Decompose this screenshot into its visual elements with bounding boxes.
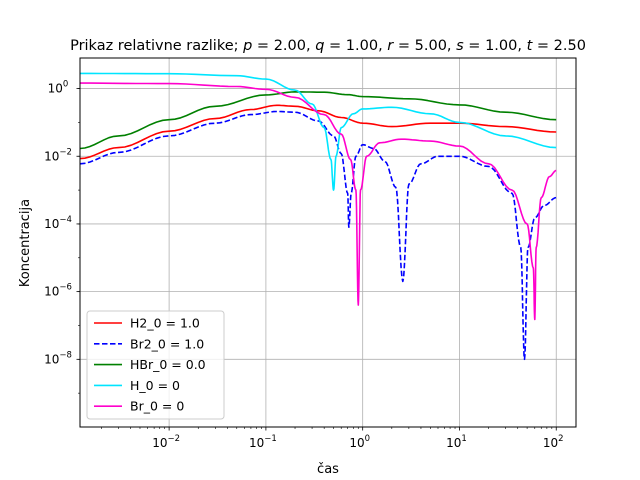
chart-title: Prikaz relativne razlike; p = 2.00, q = … — [70, 38, 586, 54]
legend-frame — [86, 310, 225, 420]
series-line-2 — [80, 110, 557, 361]
x-tick-label: 102 — [543, 434, 564, 450]
legend: H2_0 = 1.0 Br2_0 = 1.0 HBr_0 = 0.0 H_0 = 0… — [86, 310, 225, 420]
y-axis-ticks: 10−8 10−6 10−4 10−2 100 — [44, 80, 80, 366]
x-tick-label: 10−2 — [152, 434, 180, 450]
series-line-3 — [80, 91, 557, 150]
y-tick-label: 10−8 — [44, 350, 72, 366]
x-tick-label: 101 — [446, 434, 467, 450]
y-tick-label: 10−2 — [44, 147, 72, 163]
legend-label: H_0 = 0 — [130, 378, 180, 393]
series-line-4 — [80, 72, 557, 191]
plot-frame — [79, 57, 577, 428]
legend-label: HBr_0 = 0.0 — [130, 357, 206, 372]
y-axis-label: Koncentracija — [18, 199, 33, 287]
y-tick-label: 10−6 — [44, 283, 72, 299]
legend-label: H2_0 = 1.0 — [130, 316, 200, 331]
y-tick-label: 100 — [48, 80, 69, 96]
x-minor-ticks — [101, 427, 553, 429]
legend-label: Br_0 = 0 — [130, 399, 184, 414]
legend-label: Br2_0 = 1.0 — [130, 336, 204, 351]
x-axis-label: čas — [317, 462, 339, 477]
series-line-5 — [80, 82, 557, 321]
series-lines — [80, 72, 557, 361]
y-tick-label: 10−4 — [44, 215, 72, 231]
x-tick-label: 10−1 — [249, 434, 277, 450]
x-tick-label: 100 — [349, 434, 370, 450]
series-line-1 — [80, 104, 557, 160]
x-axis-ticks: 10−2 10−1 100 101 102 — [152, 427, 564, 450]
